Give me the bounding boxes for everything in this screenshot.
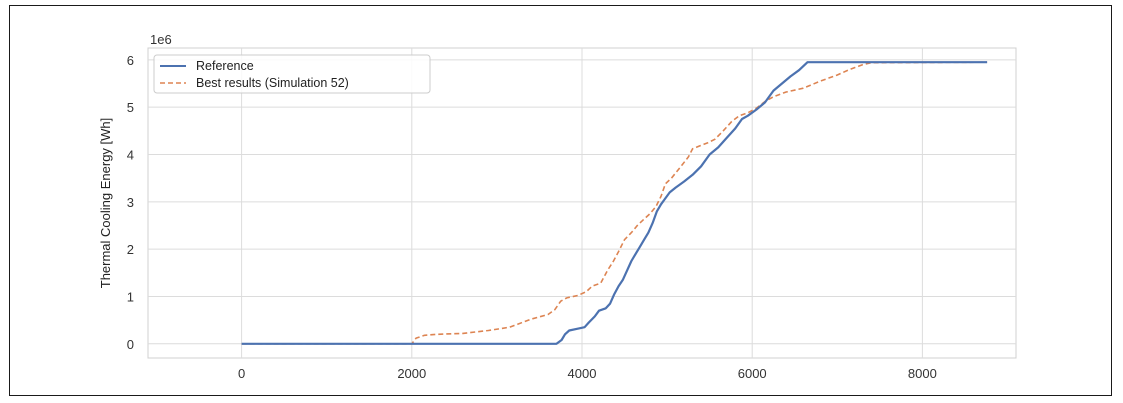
x-tick-labels: 0 2000 4000 6000 8000 <box>238 366 937 381</box>
x-tick-label: 4000 <box>568 366 597 381</box>
y-tick-label: 1 <box>127 289 134 304</box>
x-tick-label: 6000 <box>738 366 767 381</box>
legend-label-reference: Reference <box>196 59 254 73</box>
y-tick-label: 2 <box>127 242 134 257</box>
y-tick-label: 5 <box>127 100 134 115</box>
y-axis-label: Thermal Cooling Energy [Wh] <box>98 118 113 289</box>
x-tick-label: 2000 <box>397 366 426 381</box>
series-layer <box>241 61 988 345</box>
series-line-best-results <box>241 61 988 345</box>
y-tick-label: 3 <box>127 195 134 210</box>
legend: Reference Best results (Simulation 52) <box>153 54 431 94</box>
legend-box <box>153 54 431 94</box>
y-tick-label: 4 <box>127 147 134 162</box>
series-line-reference <box>241 61 988 345</box>
y-tick-labels: 0 1 2 3 4 5 6 <box>127 53 134 352</box>
y-tick-label: 6 <box>127 53 134 68</box>
x-tick-label: 8000 <box>908 366 937 381</box>
y-offset-label: 1e6 <box>150 32 172 47</box>
x-tick-label: 0 <box>238 366 245 381</box>
legend-label-best-results: Best results (Simulation 52) <box>196 76 349 90</box>
y-tick-label: 0 <box>127 337 134 352</box>
